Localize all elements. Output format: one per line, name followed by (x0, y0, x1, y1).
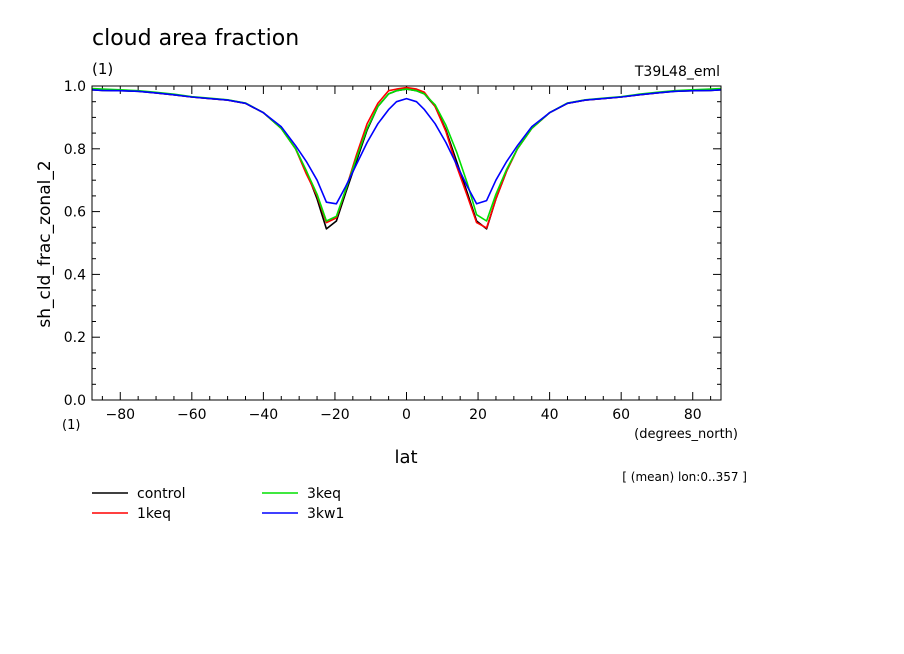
x-tick-label: 80 (684, 407, 702, 423)
x-tick-label: −80 (105, 407, 135, 423)
x-tick-label: 60 (612, 407, 630, 423)
y-tick-label: 0.4 (64, 267, 86, 283)
y-units-label: (1) (62, 418, 80, 433)
plot-frame (91, 85, 722, 401)
legend-label: 3keq (307, 486, 341, 502)
y-tick-label: 0.2 (64, 330, 86, 346)
x-axis-label: lat (394, 447, 417, 468)
series-line-control (91, 88, 722, 230)
y-tick-label: 0.8 (64, 142, 86, 158)
chart-title: cloud area fraction (92, 26, 299, 51)
x-tick-label: 40 (541, 407, 559, 423)
x-tick-label: 20 (469, 407, 487, 423)
series-line-3keq (91, 87, 722, 222)
y-tick-label: 0.0 (64, 393, 86, 409)
units-label: (1) (92, 60, 113, 78)
series-lines (91, 86, 722, 230)
series-line-1keq (91, 86, 722, 229)
x-tick-label: −60 (177, 407, 207, 423)
legend-label: 3kw1 (307, 506, 344, 522)
y-axis-label: sh_cld_frac_zonal_2 (35, 160, 55, 327)
series-line-3kw1 (91, 89, 722, 205)
x-units-label: (degrees_north) (634, 427, 738, 442)
experiment-label: T39L48_eml (634, 64, 720, 80)
mean-note: [ (mean) lon:0..357 ] (622, 470, 747, 484)
x-tick-label: 0 (402, 407, 411, 423)
legend-label: 1keq (137, 506, 171, 522)
legend: control 1keq 3keq 3kw1 (92, 486, 344, 522)
x-tick-label: −40 (249, 407, 279, 423)
y-tick-label: 1.0 (64, 79, 86, 95)
legend-label: control (137, 486, 186, 502)
axis-ticks: −80 −60 −40 −20 0 20 40 60 80 0.0 0.2 0.4 0.6 0.8 1.0 (64, 79, 721, 423)
x-tick-label: −20 (320, 407, 350, 423)
y-tick-label: 0.6 (64, 205, 86, 221)
